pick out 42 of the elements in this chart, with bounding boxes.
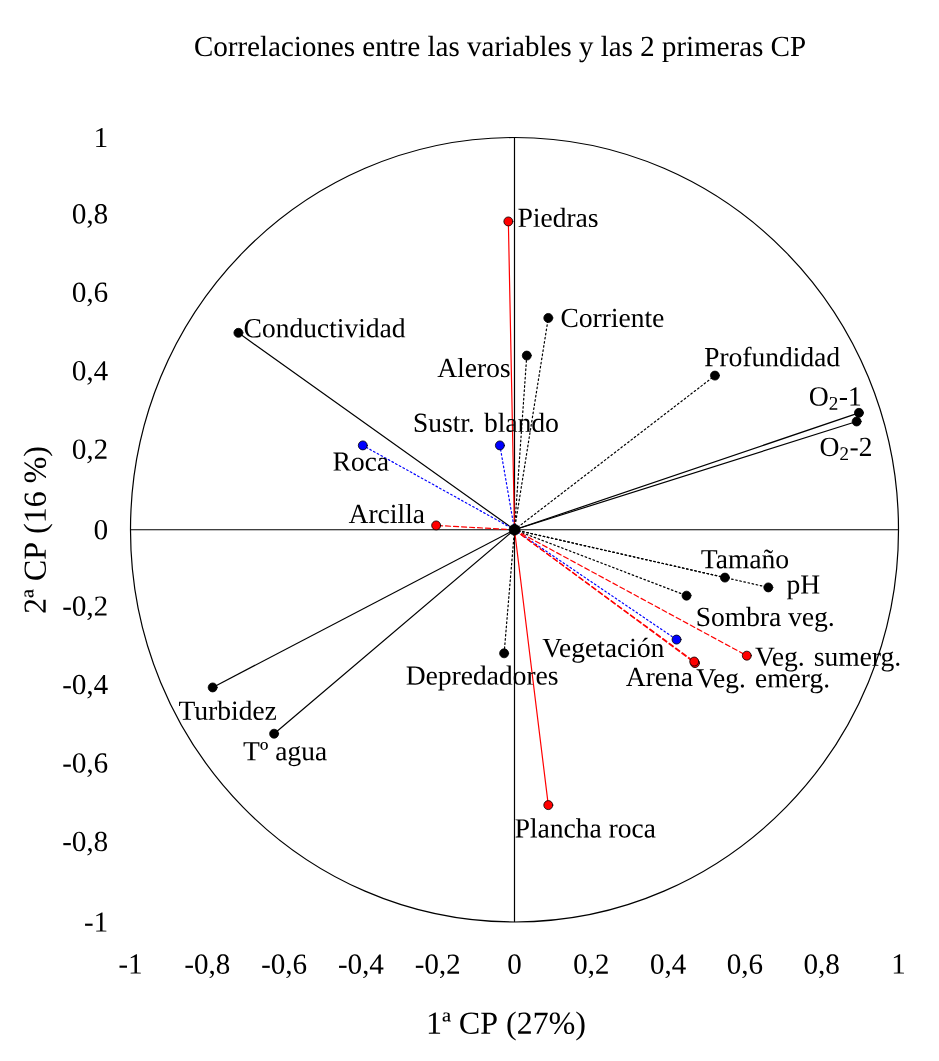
x-tick-label: 0,4 (651, 954, 686, 979)
y-tick-label: 0,2 (72, 439, 107, 464)
x-tick-label: -0,6 (262, 954, 307, 979)
series-label: Arena (626, 667, 693, 687)
y-tick-label: 0,8 (72, 204, 108, 228)
x-tick-label: -0,8 (185, 954, 230, 979)
y-tick-label: -0,8 (63, 831, 108, 856)
y-tick-label: -0,4 (63, 674, 108, 699)
series-label: O$_{2}$-1 (809, 387, 861, 410)
series-label: Tamaño (701, 549, 789, 569)
series-label: Profundidad (704, 346, 840, 367)
y-tick-label: 0,6 (72, 282, 108, 307)
y-tick-label: 1 (96, 127, 107, 148)
x-tick-label: -0,2 (415, 954, 460, 979)
x-tick-label: -0,4 (339, 954, 384, 979)
series-label: O$_{2}$-2 (820, 437, 871, 461)
y-tick-label: 0,4 (72, 360, 108, 385)
y-tick-label: -0,2 (63, 596, 107, 621)
series-label: Sombra veg. (697, 606, 833, 632)
series-label: Plancha roca (515, 818, 656, 838)
x-tick-label: 1 (893, 954, 904, 974)
series-label: Arcilla (348, 503, 425, 524)
series-label: Vegetación (542, 637, 664, 663)
y-tick-label: -0,6 (63, 753, 108, 777)
y-tick-label: -1 (85, 912, 107, 932)
x-tick-label: 0 (508, 954, 521, 974)
series-label: Turbidez (179, 700, 277, 720)
series-label: Piedras (518, 207, 598, 228)
series-label: Aleros (437, 357, 510, 378)
series-label: pH (786, 575, 820, 600)
x-tick-label: -1 (119, 954, 141, 974)
x-tick-label: 0,8 (804, 954, 839, 979)
series-label: Corriente (561, 308, 664, 328)
series-label: Roca (333, 452, 389, 471)
series-label: Tº agua (243, 741, 327, 767)
y-axis-title: 2ª CP (16 %) (23, 447, 53, 613)
chart-title: Correlaciones entre las variables y las 2 primeras CP (195, 35, 805, 63)
x-tick-label: 0,6 (727, 954, 763, 979)
x-axis-title: 1ª CP (27%) (428, 1011, 585, 1041)
series-label: Conductividad (244, 318, 406, 338)
x-tick-label: 0,2 (574, 954, 608, 979)
y-tick-label: 0 (94, 519, 108, 540)
